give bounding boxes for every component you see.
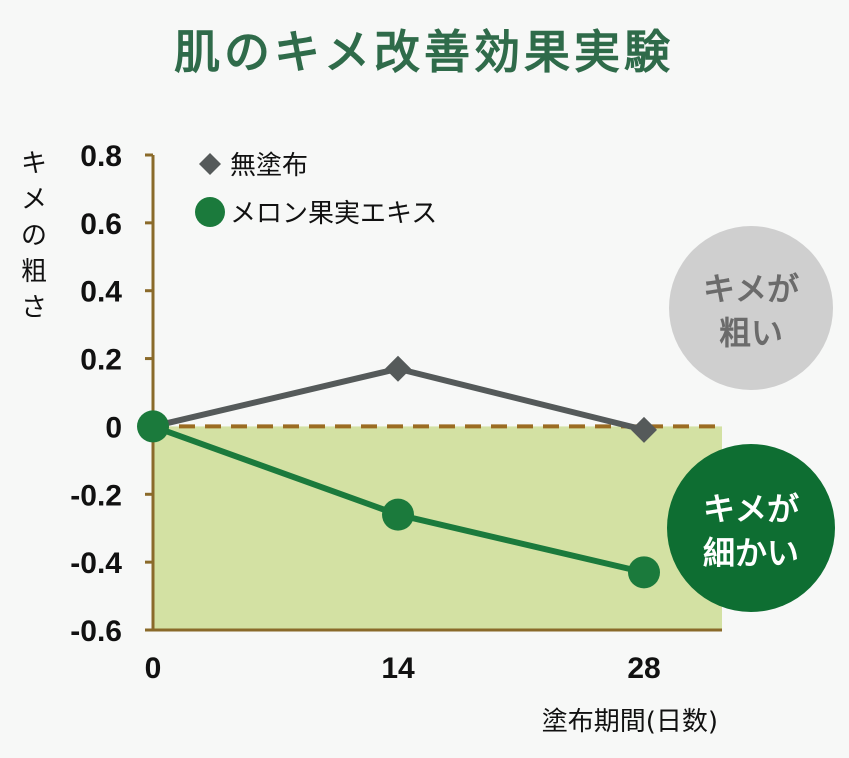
y-tick-label: -0.2 [70, 479, 122, 512]
legend-label: メロン果実エキス [230, 199, 437, 229]
y-tick-label: -0.6 [70, 615, 122, 648]
y-axis-label-char: キ [21, 149, 47, 179]
legend-label: 無塗布 [230, 151, 308, 181]
legend-diamond-icon [199, 153, 221, 175]
x-axis-label: 塗布期間(日数) [542, 707, 718, 737]
y-tick-label: -0.4 [70, 547, 122, 580]
y-tick-label: 0.6 [80, 208, 122, 241]
data-point-diamond [631, 416, 657, 443]
data-point-circle [628, 556, 660, 589]
x-tick-label: 0 [145, 652, 162, 685]
y-tick-label: 0.4 [80, 276, 122, 309]
y-tick-label: 0.2 [80, 344, 122, 377]
x-tick-label: 28 [627, 652, 660, 685]
annotation-badge [669, 226, 833, 390]
annotation-badge [667, 444, 835, 612]
y-axis-label-char: さ [21, 293, 47, 323]
chart-title: 肌のキメ改善効果実験 [174, 25, 674, 79]
y-axis-label-char: の [21, 221, 47, 251]
y-axis-label-char: 粗 [21, 257, 47, 287]
annotation-line-1: キメが [703, 490, 799, 528]
annotation-line-2: 粗い [719, 314, 783, 352]
x-tick-label: 14 [381, 652, 415, 685]
annotation-line-2: 細かい [703, 534, 799, 572]
legend-circle-icon [195, 197, 225, 227]
annotation-line-1: キメが [703, 270, 799, 308]
y-axis-label-char: メ [21, 185, 47, 215]
data-point-circle [382, 498, 414, 531]
data-point-diamond [385, 355, 411, 382]
data-point-circle [137, 410, 169, 443]
y-tick-label: 0 [105, 411, 122, 444]
y-tick-label: 0.8 [80, 140, 122, 173]
